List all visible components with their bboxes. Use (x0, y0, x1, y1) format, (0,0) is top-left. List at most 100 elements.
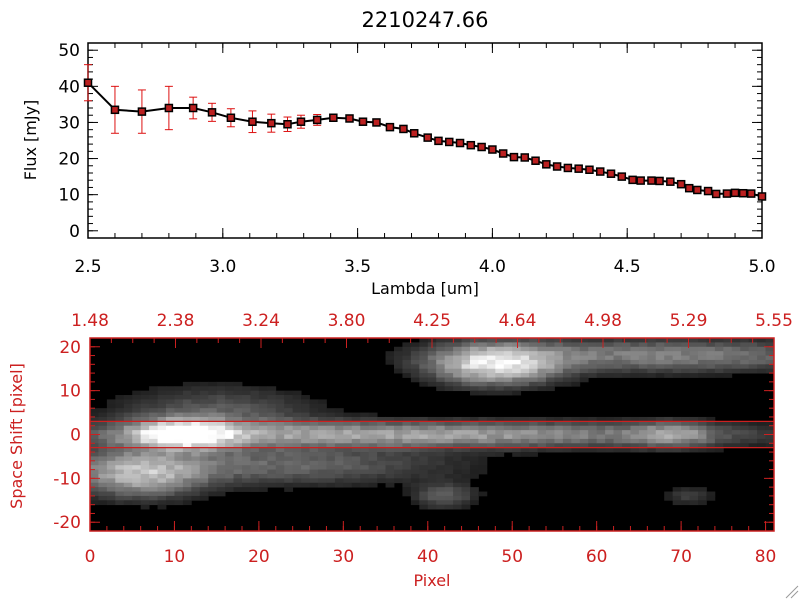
x-tick-label: 4.5 (614, 257, 641, 277)
image-pixel (98, 452, 108, 457)
image-pixel (123, 500, 133, 506)
image-pixel (410, 438, 420, 444)
image-pixel (368, 478, 378, 484)
image-pixel (258, 434, 268, 440)
image-pixel (461, 478, 471, 484)
image-pixel (351, 430, 361, 435)
image-pixel (115, 421, 125, 427)
image-pixel (106, 491, 116, 497)
image-pixel (529, 368, 538, 374)
image-pixel (360, 447, 370, 453)
image-pixel (149, 460, 158, 466)
data-point (312, 115, 322, 125)
image-pixel (242, 408, 251, 413)
image-pixel (529, 373, 538, 378)
image-pixel (199, 408, 209, 413)
image-pixel (546, 368, 555, 374)
x-tick-label: 20 (248, 547, 270, 567)
image-pixel (571, 355, 581, 361)
image-pixel (242, 482, 251, 488)
image-pixel (157, 482, 167, 488)
image-pixel (765, 425, 775, 431)
image-pixel (343, 478, 353, 484)
image-pixel (402, 421, 412, 427)
spectrum-markers (83, 78, 767, 201)
image-pixel (537, 430, 547, 435)
image-pixel (309, 399, 319, 405)
image-pixel (123, 495, 133, 501)
image-pixel (681, 500, 690, 506)
image-pixel (157, 434, 167, 440)
image-pixel (562, 368, 572, 374)
image-pixel (233, 425, 243, 431)
data-point (399, 124, 408, 134)
image-pixel (275, 399, 285, 405)
image-pixel (267, 469, 277, 475)
image-pixel (216, 456, 226, 462)
image-pixel (191, 487, 201, 492)
image-pixel (689, 487, 699, 492)
image-pixel (225, 395, 234, 400)
image-pixel (233, 416, 243, 422)
image-pixel (461, 359, 471, 365)
image-pixel (723, 355, 733, 361)
resize-grip-icon[interactable] (785, 585, 799, 599)
image-pixel (706, 434, 716, 440)
y-tick-label: 20 (59, 338, 81, 358)
image-pixel (182, 434, 192, 440)
image-pixel (486, 338, 496, 343)
image-pixel (554, 447, 564, 453)
image-pixel (410, 443, 420, 449)
image-pixel (267, 482, 277, 488)
image-pixel (427, 465, 437, 470)
image-pixel (208, 456, 218, 462)
image-pixel (470, 443, 479, 449)
image-pixel (309, 478, 319, 484)
image-pixel (318, 473, 327, 479)
image-pixel (571, 416, 581, 422)
image-pixel (622, 368, 631, 374)
image-pixel (258, 403, 268, 409)
image-pixel (98, 430, 108, 435)
image-pixel (706, 351, 716, 356)
image-pixel (579, 342, 589, 348)
image-pixel (647, 447, 657, 453)
image-pixel (562, 355, 572, 361)
image-pixel (385, 478, 395, 484)
image-pixel (233, 434, 243, 440)
image-pixel (436, 338, 446, 343)
image-pixel (258, 443, 268, 449)
image-pixel (470, 421, 479, 427)
image-pixel (470, 456, 479, 462)
image-pixel (436, 342, 446, 348)
image-pixel (486, 351, 496, 356)
image-pixel (106, 482, 116, 488)
image-pixel (225, 456, 234, 462)
image-pixel (90, 456, 99, 462)
image-pixel (216, 478, 226, 484)
image-pixel (368, 443, 378, 449)
image-pixel (292, 390, 302, 396)
image-pixel (672, 355, 682, 361)
image-pixel (588, 425, 598, 431)
image-pixel (436, 364, 446, 370)
image-pixel (343, 460, 353, 466)
image-pixel (470, 342, 479, 348)
image-pixel (166, 399, 175, 405)
image-pixel (157, 487, 167, 492)
image-pixel (326, 452, 336, 457)
image-pixel (689, 416, 699, 422)
image-pixel (410, 359, 420, 365)
image-pixel (250, 460, 260, 466)
image-pixel (326, 421, 336, 427)
image-pixel (520, 425, 530, 431)
image-pixel (149, 434, 158, 440)
image-pixel (216, 408, 226, 413)
image-pixel (698, 359, 707, 365)
image-pixel (149, 425, 158, 431)
image-pixel (630, 438, 640, 444)
image-pixel (546, 430, 555, 435)
image-pixel (199, 460, 209, 466)
image-pixel (410, 434, 420, 440)
